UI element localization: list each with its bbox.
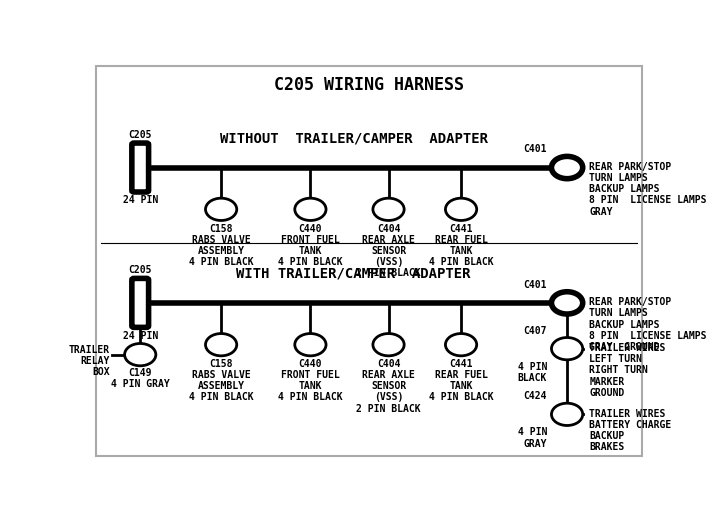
Text: WITH TRAILER/CAMPER  ADAPTER: WITH TRAILER/CAMPER ADAPTER [236,267,471,281]
Text: C205 WIRING HARNESS: C205 WIRING HARNESS [274,76,464,94]
Text: 24 PIN: 24 PIN [122,330,158,341]
Text: 2 PIN BLACK: 2 PIN BLACK [356,404,421,414]
Text: C424: C424 [523,391,547,401]
Circle shape [552,156,582,179]
Circle shape [552,338,582,360]
Text: BATTERY CHARGE: BATTERY CHARGE [590,420,672,430]
Text: C407: C407 [523,326,547,336]
Text: TRAILER WIRES: TRAILER WIRES [590,343,666,353]
Circle shape [125,343,156,366]
Text: RABS VALVE: RABS VALVE [192,370,251,380]
Text: 4 PIN BLACK: 4 PIN BLACK [189,392,253,402]
Text: C441: C441 [449,359,473,369]
Text: C440: C440 [299,224,322,234]
Text: 4 PIN: 4 PIN [518,362,547,372]
Text: (VSS): (VSS) [374,257,403,267]
Text: 4 PIN BLACK: 4 PIN BLACK [189,257,253,267]
Text: GRAY  GROUND: GRAY GROUND [590,342,660,352]
Text: BOX: BOX [92,367,109,377]
Text: BACKUP LAMPS: BACKUP LAMPS [590,184,660,194]
Text: RELAY: RELAY [80,356,109,366]
Text: BACKUP LAMPS: BACKUP LAMPS [590,320,660,330]
Text: (VSS): (VSS) [374,392,403,402]
Text: C404: C404 [377,224,400,234]
Circle shape [205,333,237,356]
Text: 4 PIN BLACK: 4 PIN BLACK [278,392,343,402]
Text: TANK: TANK [449,382,473,391]
Text: 4 PIN GRAY: 4 PIN GRAY [111,379,170,389]
Text: WITHOUT  TRAILER/CAMPER  ADAPTER: WITHOUT TRAILER/CAMPER ADAPTER [220,132,487,146]
Text: C205: C205 [128,265,152,275]
Text: REAR AXLE: REAR AXLE [362,370,415,380]
Text: GROUND: GROUND [590,388,625,398]
Text: FRONT FUEL: FRONT FUEL [281,370,340,380]
Text: TURN LAMPS: TURN LAMPS [590,309,648,318]
Text: TRAILER: TRAILER [68,345,109,355]
Circle shape [373,198,404,220]
Circle shape [446,198,477,220]
Text: RIGHT TURN: RIGHT TURN [590,366,648,375]
Text: C158: C158 [210,224,233,234]
Text: LEFT TURN: LEFT TURN [590,354,642,364]
Text: 8 PIN  LICENSE LAMPS: 8 PIN LICENSE LAMPS [590,195,707,205]
Text: 4 PIN BLACK: 4 PIN BLACK [278,257,343,267]
Text: 4 PIN BLACK: 4 PIN BLACK [428,392,493,402]
Circle shape [294,333,326,356]
Text: FRONT FUEL: FRONT FUEL [281,235,340,245]
Text: SENSOR: SENSOR [371,246,406,256]
Text: REAR PARK/STOP: REAR PARK/STOP [590,162,672,172]
Text: REAR FUEL: REAR FUEL [435,370,487,380]
Circle shape [552,403,582,425]
FancyBboxPatch shape [132,278,148,327]
Text: REAR PARK/STOP: REAR PARK/STOP [590,297,672,307]
Text: C205: C205 [128,130,152,140]
Text: C404: C404 [377,359,400,369]
Text: RABS VALVE: RABS VALVE [192,235,251,245]
Text: C149: C149 [128,368,152,378]
Text: TURN LAMPS: TURN LAMPS [590,173,648,183]
Text: TANK: TANK [449,246,473,256]
Text: 4 PIN BLACK: 4 PIN BLACK [428,257,493,267]
Text: BLACK: BLACK [518,373,547,383]
Text: REAR FUEL: REAR FUEL [435,235,487,245]
Circle shape [294,198,326,220]
Text: 4 PIN: 4 PIN [518,428,547,437]
Text: C440: C440 [299,359,322,369]
Circle shape [446,333,477,356]
Text: 24 PIN: 24 PIN [122,195,158,205]
Text: TRAILER WIRES: TRAILER WIRES [590,409,666,419]
Text: SENSOR: SENSOR [371,382,406,391]
Text: REAR AXLE: REAR AXLE [362,235,415,245]
Text: 2 PIN BLACK: 2 PIN BLACK [356,268,421,278]
Text: GRAY: GRAY [590,207,613,217]
Circle shape [205,198,237,220]
Text: 8 PIN  LICENSE LAMPS: 8 PIN LICENSE LAMPS [590,331,707,341]
Text: BRAKES: BRAKES [590,442,625,452]
Text: C401: C401 [523,144,547,155]
Text: ASSEMBLY: ASSEMBLY [197,246,245,256]
Text: TANK: TANK [299,246,322,256]
Text: BACKUP: BACKUP [590,431,625,441]
Text: TANK: TANK [299,382,322,391]
Text: C401: C401 [523,280,547,290]
Text: GRAY: GRAY [523,438,547,449]
Text: ASSEMBLY: ASSEMBLY [197,382,245,391]
FancyBboxPatch shape [132,143,148,192]
Text: C158: C158 [210,359,233,369]
Circle shape [373,333,404,356]
Circle shape [552,292,582,314]
Text: MARKER: MARKER [590,376,625,387]
Text: C441: C441 [449,224,473,234]
